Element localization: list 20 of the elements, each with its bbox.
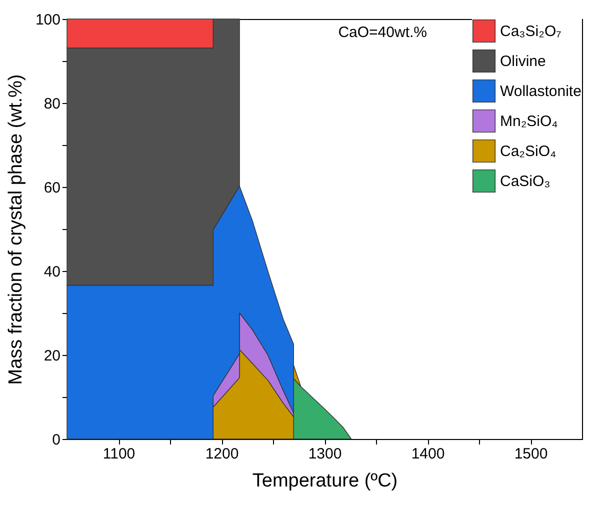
x-tick-label: 1500: [514, 446, 548, 462]
x-tick-label: 1100: [102, 446, 136, 462]
y-tick-label: 60: [44, 180, 60, 196]
legend-label: Ca₃Si₂O₇: [500, 23, 562, 40]
x-tick-label: 1300: [308, 446, 342, 462]
y-tick-label: 20: [44, 348, 60, 364]
y-tick-label: 0: [52, 432, 60, 448]
legend-label: Olivine: [500, 53, 546, 70]
x-tick-label: 1400: [411, 446, 445, 462]
annotation: CaO=40wt.%: [338, 24, 427, 41]
x-tick-label: 1200: [205, 446, 239, 462]
y-tick-label: 100: [35, 12, 60, 28]
x-axis-title: Temperature (ºC): [252, 470, 398, 492]
y-tick-label: 40: [44, 264, 60, 280]
legend-label: Ca₂SiO₄: [500, 143, 556, 160]
y-axis-title: Mass fraction of crystal phase (wt.%): [5, 74, 26, 385]
legend-label: Mn₂SiO₄: [500, 113, 558, 130]
legend-label: CaSiO₃: [500, 173, 550, 190]
legend-label: Wollastonite: [500, 83, 582, 100]
y-tick-label: 80: [44, 96, 60, 112]
